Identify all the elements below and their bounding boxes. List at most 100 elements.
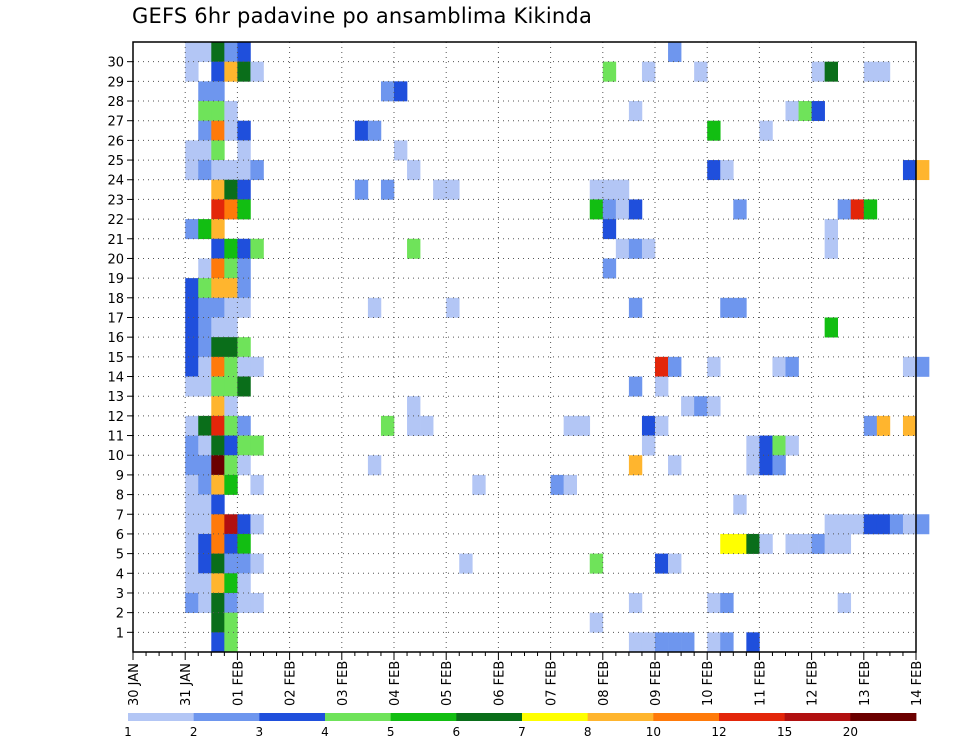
heatmap-cell (185, 592, 199, 613)
heatmap-cell (198, 533, 212, 554)
heatmap-cell (198, 42, 212, 62)
heatmap-cell (224, 474, 238, 495)
heatmap-cell (589, 612, 604, 633)
heatmap-cell (211, 337, 225, 358)
x-tick-label: 03 FEB (336, 661, 351, 706)
heatmap-cell (211, 356, 225, 377)
heatmap-cell (589, 553, 604, 574)
colorbar-label: 2 (190, 725, 198, 739)
heatmap-cell (824, 238, 838, 259)
heatmap-cell (211, 455, 225, 476)
heatmap-cell (354, 120, 369, 141)
y-tick-label: 13 (107, 390, 124, 405)
heatmap-cell (733, 297, 747, 318)
heatmap-cell (237, 61, 251, 82)
heatmap-cell (198, 494, 212, 515)
heatmap-cell (550, 474, 564, 495)
heatmap-cell (185, 514, 199, 535)
y-tick-label: 6 (116, 528, 124, 543)
heatmap-cell (759, 435, 773, 456)
heatmap-cell (394, 140, 408, 161)
heatmap-cell (237, 356, 251, 377)
heatmap-cell (198, 356, 212, 377)
heatmap-cell (641, 435, 656, 456)
heatmap-cell (720, 533, 734, 554)
heatmap-cell (720, 160, 734, 181)
heatmap-cell (185, 474, 199, 495)
heatmap-cell (811, 533, 825, 554)
y-tick-label: 21 (107, 233, 124, 248)
heatmap-cell (707, 160, 721, 181)
heatmap-cell (472, 474, 486, 495)
heatmap-cell (185, 278, 199, 299)
heatmap-cell (198, 258, 212, 279)
heatmap-cell (824, 514, 838, 535)
heatmap-cell (198, 101, 212, 122)
heatmap-cell (198, 474, 212, 495)
heatmap-cell (785, 435, 799, 456)
colorbar-swatch (653, 713, 720, 721)
y-tick-label: 14 (107, 371, 124, 386)
heatmap-cell (563, 415, 577, 436)
heatmap-cell (655, 553, 669, 574)
heatmap-cell (211, 494, 225, 515)
heatmap-cell (250, 592, 264, 613)
heatmap-cell (211, 376, 225, 397)
heatmap-cell (615, 179, 630, 200)
heatmap-cell (211, 219, 225, 240)
heatmap-cell (224, 632, 238, 653)
heatmap-cell (185, 573, 199, 594)
heatmap-cell (198, 514, 212, 535)
heatmap-cell (628, 592, 643, 613)
heatmap-cell (237, 120, 251, 141)
heatmap-cell (876, 514, 891, 535)
heatmap-cell (250, 238, 264, 259)
heatmap-cell (237, 573, 251, 594)
heatmap-cell (224, 317, 238, 338)
heatmap-cell (433, 179, 447, 200)
x-tick-label: 13 FEB (858, 661, 873, 706)
colorbar-swatch (522, 713, 589, 721)
heatmap-cell (407, 160, 421, 181)
heatmap-cell (668, 42, 682, 62)
heatmap-cell (211, 81, 225, 102)
heatmap-cell (211, 396, 225, 417)
colorbar-swatch (587, 713, 654, 721)
heatmap-cell (224, 612, 238, 633)
heatmap-cell (602, 199, 617, 220)
heatmap-cell (211, 101, 225, 122)
heatmap-cell (237, 435, 251, 456)
y-tick-label: 10 (107, 449, 124, 464)
heatmap-cell (185, 435, 199, 456)
heatmap-cell (237, 179, 251, 200)
heatmap-cell (198, 435, 212, 456)
colorbar-label: 6 (453, 725, 461, 739)
heatmap-cell (837, 592, 852, 613)
y-tick-label: 16 (107, 331, 124, 346)
y-tick-label: 20 (107, 252, 124, 267)
heatmap-cell (250, 61, 264, 82)
heatmap-cell (250, 553, 264, 574)
x-tick-label: 30 JAN (127, 663, 142, 706)
heatmap-cell (837, 199, 852, 220)
heatmap-cell (602, 258, 617, 279)
heatmap-cell (237, 592, 251, 613)
heatmap-cell (211, 160, 225, 181)
heatmap-cell (798, 533, 812, 554)
heatmap-cell (237, 278, 251, 299)
heatmap-cell (772, 356, 786, 377)
heatmap-cell (641, 238, 656, 259)
heatmap-cell (250, 356, 264, 377)
heatmap-cell (211, 435, 225, 456)
heatmap-cell (850, 199, 865, 220)
heatmap-cell (211, 612, 225, 633)
heatmap-cell (237, 553, 251, 574)
heatmap-cell (733, 199, 747, 220)
heatmap-cell (198, 278, 212, 299)
heatmap-cell (185, 415, 199, 436)
y-tick-label: 5 (116, 548, 124, 563)
heatmap-cell (602, 61, 617, 82)
heatmap-cell (459, 553, 473, 574)
heatmap-cell (198, 160, 212, 181)
heatmap-cell (902, 356, 917, 377)
